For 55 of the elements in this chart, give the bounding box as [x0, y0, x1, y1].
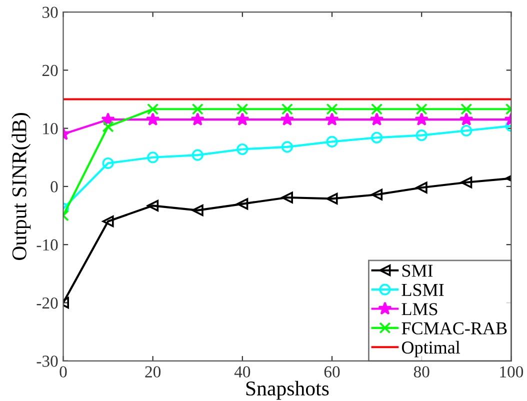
point [236, 103, 248, 115]
point [371, 188, 383, 200]
point [326, 192, 338, 204]
legend-label: SMI [402, 264, 433, 277]
point [416, 182, 428, 194]
x-tick-label: 0 [60, 366, 67, 378]
point [326, 103, 338, 115]
point [416, 130, 428, 142]
point [102, 120, 114, 132]
point [416, 103, 428, 115]
legend-label: LMS [402, 303, 438, 316]
point [147, 152, 159, 164]
point [146, 112, 160, 126]
point [460, 112, 474, 126]
point [371, 132, 383, 144]
point [371, 103, 383, 115]
y-tick-label: -30 [36, 356, 58, 367]
x-tick-label: 40 [234, 366, 250, 378]
point [281, 192, 293, 204]
point [325, 112, 339, 126]
point [190, 112, 204, 126]
point [192, 103, 204, 115]
point [236, 198, 248, 210]
legend-label: Optimal [402, 340, 460, 358]
y-axis-title: Output SINR(dB) [12, 113, 31, 260]
point [460, 124, 472, 136]
y-tick-label: 10 [43, 123, 58, 134]
point [370, 112, 384, 126]
y-tick-label: -10 [36, 239, 58, 251]
y-tick-label: 30 [42, 6, 58, 18]
x-tick-label: 100 [500, 366, 524, 378]
point [281, 141, 293, 153]
point [280, 112, 294, 126]
x-axis-title: Snapshots [246, 380, 329, 400]
legend-label: LSMI [402, 284, 444, 296]
point [147, 200, 159, 212]
point [414, 112, 428, 126]
point [460, 103, 472, 115]
legend-label: FCMAC-RAB [402, 322, 507, 334]
point [281, 103, 293, 115]
point [102, 216, 114, 228]
point [192, 204, 204, 216]
point [102, 157, 114, 169]
point [192, 149, 204, 161]
y-tick-label: -20 [36, 297, 58, 309]
point [460, 176, 472, 188]
point [147, 103, 159, 115]
point [236, 143, 248, 156]
x-tick-label: 20 [145, 366, 161, 378]
point [236, 112, 250, 126]
y-tick-label: 0 [50, 181, 58, 192]
x-tick-label: 80 [414, 366, 430, 378]
y-tick-label: 20 [42, 64, 58, 76]
point [326, 136, 338, 148]
x-tick-label: 60 [324, 366, 340, 378]
